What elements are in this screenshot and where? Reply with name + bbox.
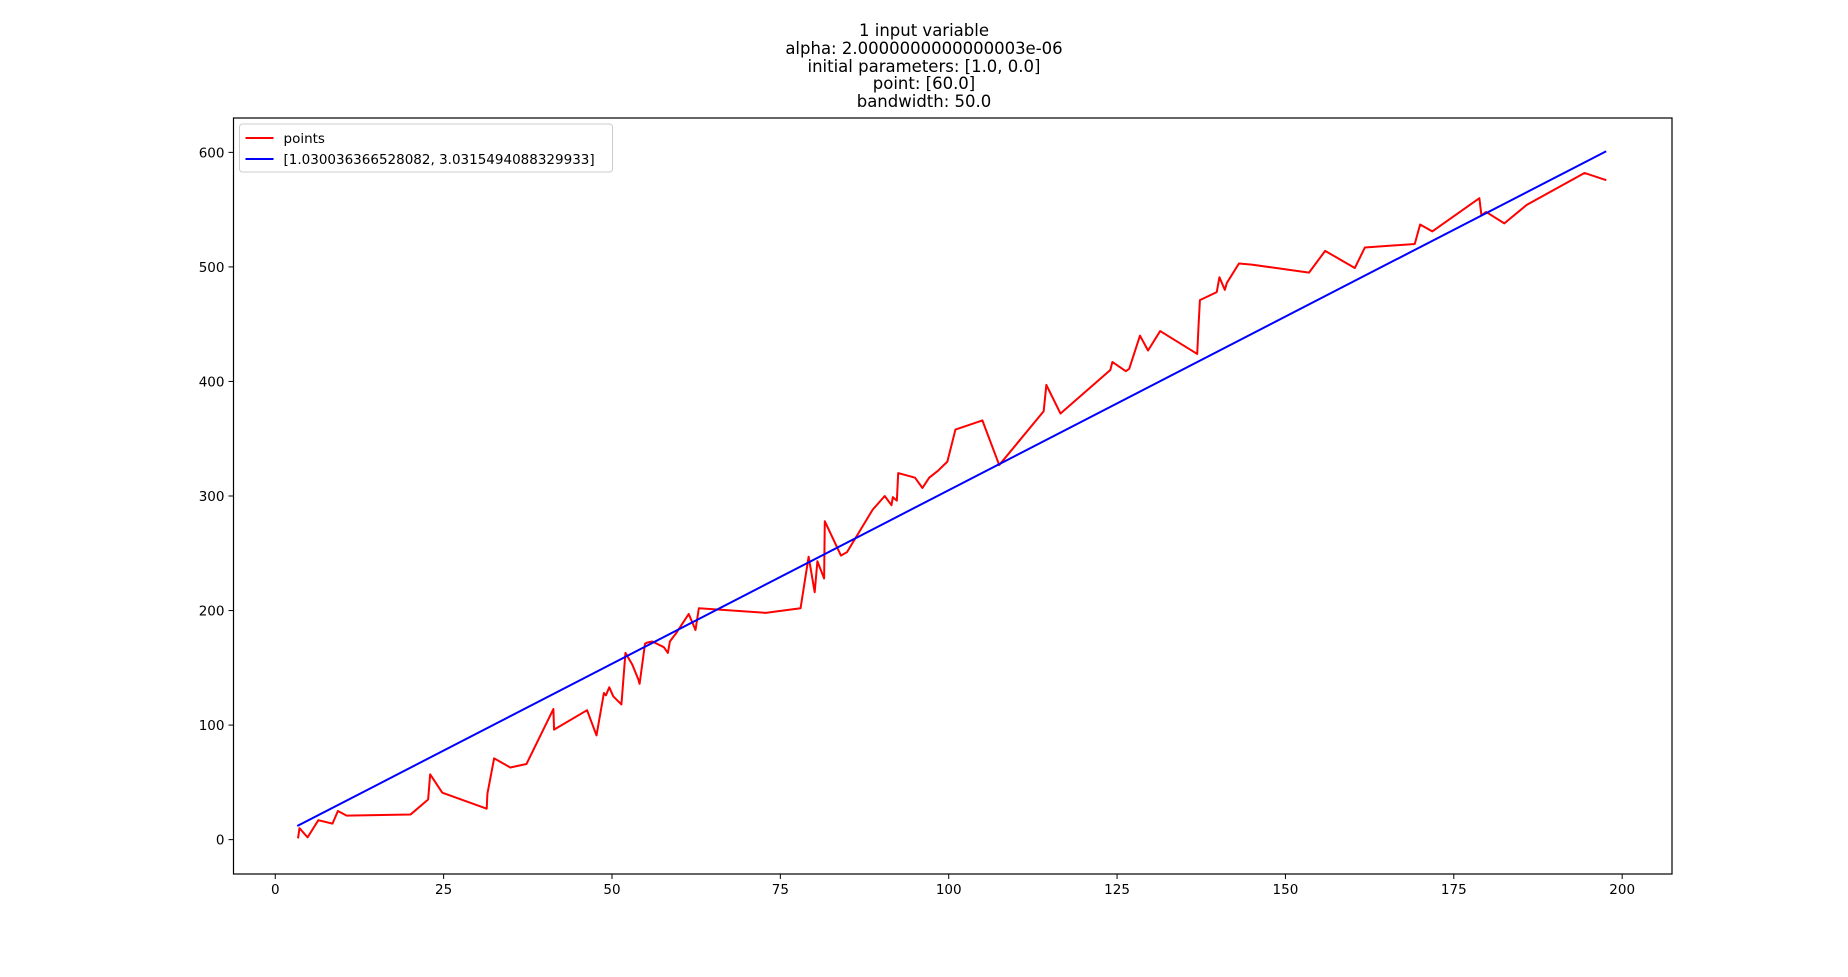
title-line-3: initial parameters: [1.0, 0.0] bbox=[807, 56, 1041, 76]
y-tick-label: 300 bbox=[199, 489, 225, 505]
y-tick-label: 0 bbox=[216, 833, 225, 849]
x-tick-label: 100 bbox=[936, 882, 962, 898]
y-tick-label: 400 bbox=[199, 374, 225, 390]
title-line-1: 1 input variable bbox=[859, 21, 989, 40]
y-tick-label: 600 bbox=[199, 145, 225, 161]
y-tick-label: 100 bbox=[199, 718, 225, 734]
series-line-points bbox=[297, 171, 1607, 839]
x-tick-label: 25 bbox=[435, 882, 452, 898]
title-line-4: point: [60.0] bbox=[872, 74, 976, 94]
title-line-5: bandwidth: 50.0 bbox=[856, 92, 992, 112]
axes-frame bbox=[232, 117, 1673, 875]
x-tick-label: 200 bbox=[1609, 882, 1635, 898]
x-tick-label: 50 bbox=[603, 882, 620, 898]
x-tick-label: 150 bbox=[1273, 882, 1299, 898]
x-tick-label: 125 bbox=[1104, 882, 1130, 898]
series-line-fit bbox=[296, 150, 1607, 827]
x-tick-label: 75 bbox=[772, 882, 789, 898]
legend-box bbox=[239, 123, 613, 173]
x-tick-label: 0 bbox=[271, 882, 280, 898]
legend-label: [1.030036366528082, 3.0315494088329933] bbox=[284, 152, 595, 168]
y-tick-label: 500 bbox=[199, 260, 225, 276]
title-line-2: alpha: 2.0000000000000003e-06 bbox=[785, 38, 1063, 58]
x-tick-label: 175 bbox=[1441, 882, 1467, 898]
legend-label: points bbox=[284, 131, 325, 147]
chart-title: 1 input variable alpha: 2.00000000000000… bbox=[0, 22, 1848, 111]
y-tick-label: 200 bbox=[199, 604, 225, 620]
